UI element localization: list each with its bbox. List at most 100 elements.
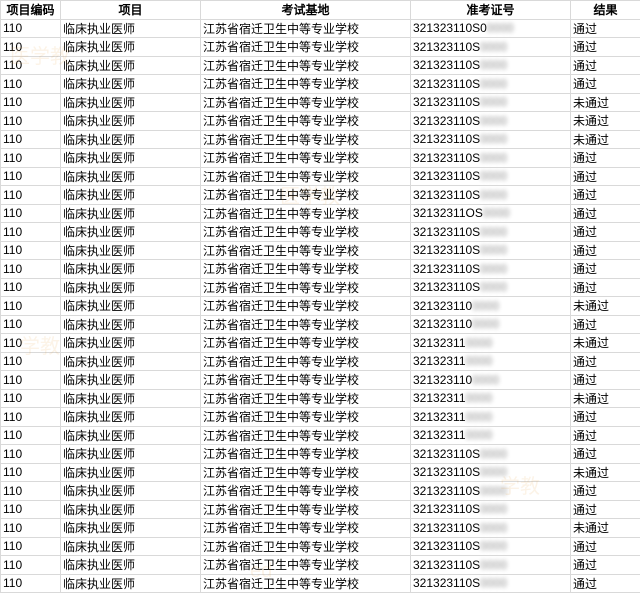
cell-result: 未通过: [571, 93, 640, 112]
cell-result: 通过: [571, 167, 640, 186]
ticket-prefix: 321323110S: [413, 58, 480, 72]
cell-base: 江苏省宿迁卫生中等专业学校: [201, 445, 411, 464]
table-row: 110临床执业医师江苏省宿迁卫生中等专业学校321323110S0000通过: [1, 445, 640, 464]
cell-code: 110: [1, 519, 61, 538]
cell-base: 江苏省宿迁卫生中等专业学校: [201, 241, 411, 260]
ticket-redacted: 0000: [480, 465, 507, 479]
table-row: 110临床执业医师江苏省宿迁卫生中等专业学校321323110000通过: [1, 408, 640, 427]
cell-ticket: 321323110S0000: [411, 149, 571, 168]
cell-code: 110: [1, 278, 61, 297]
table-row: 110临床执业医师江苏省宿迁卫生中等专业学校321323110000通过: [1, 352, 640, 371]
cell-base: 江苏省宿迁卫生中等专业学校: [201, 463, 411, 482]
ticket-redacted: 0000: [480, 502, 507, 516]
cell-code: 110: [1, 371, 61, 390]
cell-ticket: 321323110S0000: [411, 537, 571, 556]
table-row: 110临床执业医师江苏省宿迁卫生中等专业学校3213231100000通过: [1, 315, 640, 334]
cell-result: 通过: [571, 482, 640, 501]
ticket-redacted: 0000: [472, 299, 499, 313]
cell-project: 临床执业医师: [61, 19, 201, 38]
cell-result: 通过: [571, 574, 640, 593]
ticket-redacted: 0000: [480, 576, 507, 590]
cell-ticket: 321323110S0000: [411, 556, 571, 575]
cell-code: 110: [1, 260, 61, 279]
ticket-prefix: 32132311: [413, 428, 466, 442]
cell-base: 江苏省宿迁卫生中等专业学校: [201, 389, 411, 408]
cell-ticket: 321323110S0000: [411, 38, 571, 57]
cell-result: 通过: [571, 371, 640, 390]
cell-project: 临床执业医师: [61, 352, 201, 371]
ticket-redacted: 0000: [480, 539, 507, 553]
cell-project: 临床执业医师: [61, 445, 201, 464]
cell-base: 江苏省宿迁卫生中等专业学校: [201, 204, 411, 223]
cell-base: 江苏省宿迁卫生中等专业学校: [201, 75, 411, 94]
cell-code: 110: [1, 482, 61, 501]
cell-project: 临床执业医师: [61, 574, 201, 593]
cell-base: 江苏省宿迁卫生中等专业学校: [201, 315, 411, 334]
cell-result: 通过: [571, 223, 640, 242]
table-row: 110临床执业医师江苏省宿迁卫生中等专业学校321323110000未通过: [1, 389, 640, 408]
cell-base: 江苏省宿迁卫生中等专业学校: [201, 426, 411, 445]
cell-code: 110: [1, 556, 61, 575]
ticket-redacted: 0000: [472, 317, 499, 331]
ticket-prefix: 321323110S: [413, 280, 480, 294]
ticket-redacted: 0000: [480, 114, 507, 128]
ticket-prefix: 321323110S: [413, 40, 480, 54]
cell-project: 临床执业医师: [61, 278, 201, 297]
cell-base: 江苏省宿迁卫生中等专业学校: [201, 408, 411, 427]
ticket-prefix: 321323110S: [413, 576, 480, 590]
ticket-prefix: 321323110S: [413, 132, 480, 146]
cell-base: 江苏省宿迁卫生中等专业学校: [201, 556, 411, 575]
cell-code: 110: [1, 38, 61, 57]
ticket-prefix: 32132311: [413, 354, 466, 368]
cell-result: 未通过: [571, 112, 640, 131]
cell-code: 110: [1, 93, 61, 112]
ticket-prefix: 321323110S: [413, 77, 480, 91]
ticket-prefix: 321323110S: [413, 95, 480, 109]
cell-ticket: 321323110S00000: [411, 19, 571, 38]
cell-ticket: 321323110000: [411, 426, 571, 445]
ticket-redacted: 0000: [466, 410, 493, 424]
cell-ticket: 321323110000: [411, 352, 571, 371]
table-row: 110临床执业医师江苏省宿迁卫生中等专业学校321323110S0000未通过: [1, 463, 640, 482]
cell-result: 通过: [571, 149, 640, 168]
ticket-prefix: 321323110S: [413, 558, 480, 572]
cell-ticket: 321323110S0000: [411, 241, 571, 260]
cell-result: 通过: [571, 426, 640, 445]
table-row: 110临床执业医师江苏省宿迁卫生中等专业学校321323110S0000通过: [1, 38, 640, 57]
cell-project: 临床执业医师: [61, 500, 201, 519]
cell-base: 江苏省宿迁卫生中等专业学校: [201, 260, 411, 279]
cell-ticket: 321323110000: [411, 408, 571, 427]
table-row: 110临床执业医师江苏省宿迁卫生中等专业学校321323110S0000通过: [1, 149, 640, 168]
cell-ticket: 321323110S0000: [411, 56, 571, 75]
table-row: 110临床执业医师江苏省宿迁卫生中等专业学校321323110S00000通过: [1, 19, 640, 38]
ticket-prefix: 321323110S: [413, 151, 480, 165]
cell-code: 110: [1, 19, 61, 38]
cell-base: 江苏省宿迁卫生中等专业学校: [201, 334, 411, 353]
header-project: 项目: [61, 1, 201, 20]
cell-base: 江苏省宿迁卫生中等专业学校: [201, 56, 411, 75]
cell-project: 临床执业医师: [61, 463, 201, 482]
ticket-redacted: 0000: [480, 132, 507, 146]
table-row: 110临床执业医师江苏省宿迁卫生中等专业学校321323110S0000通过: [1, 482, 640, 501]
ticket-redacted: 0000: [480, 169, 507, 183]
cell-code: 110: [1, 315, 61, 334]
cell-base: 江苏省宿迁卫生中等专业学校: [201, 167, 411, 186]
cell-base: 江苏省宿迁卫生中等专业学校: [201, 19, 411, 38]
table-row: 110临床执业医师江苏省宿迁卫生中等专业学校3213231100000通过: [1, 371, 640, 390]
cell-result: 通过: [571, 241, 640, 260]
cell-code: 110: [1, 149, 61, 168]
ticket-redacted: 0000: [480, 151, 507, 165]
cell-project: 临床执业医师: [61, 130, 201, 149]
table-row: 110临床执业医师江苏省宿迁卫生中等专业学校321323110S0000通过: [1, 260, 640, 279]
ticket-redacted: 0000: [480, 77, 507, 91]
ticket-redacted: 0000: [480, 58, 507, 72]
cell-project: 临床执业医师: [61, 408, 201, 427]
cell-ticket: 321323110S0000: [411, 75, 571, 94]
ticket-prefix: 321323110S: [413, 502, 480, 516]
cell-ticket: 321323110S0000: [411, 223, 571, 242]
table-row: 110临床执业医师江苏省宿迁卫生中等专业学校321323110S0000未通过: [1, 519, 640, 538]
ticket-prefix: 321323110S: [413, 447, 480, 461]
header-base: 考试基地: [201, 1, 411, 20]
cell-project: 临床执业医师: [61, 56, 201, 75]
cell-project: 临床执业医师: [61, 297, 201, 316]
